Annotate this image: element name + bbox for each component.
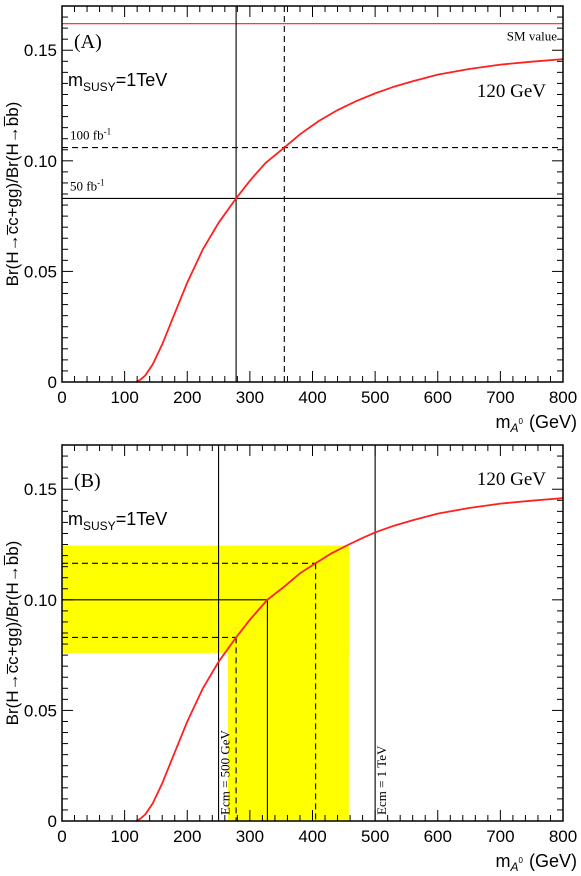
lumi-50-label: 50 fb-1 <box>70 177 105 193</box>
x-tick-label: 100 <box>110 827 138 846</box>
y-tick-label: 0.05 <box>24 262 57 281</box>
x-tick-label: 400 <box>298 827 326 846</box>
ecm-500-label: Ecm = 500 GeV <box>218 729 233 815</box>
x-tick-label: 0 <box>57 388 66 407</box>
x-tick-label: 800 <box>549 388 577 407</box>
y-tick-label: 0 <box>48 812 57 831</box>
x-axis-label-main: m <box>496 412 511 432</box>
lumi-50-sup: -1 <box>97 177 105 187</box>
msusy-label: mSUSY=1TeV <box>68 70 167 94</box>
chart-panel-b: 0 100 200 300 400 500 600 700 800 0 0.05 0.10 0.15 (… <box>3 444 577 874</box>
msusy-value: =1TeV <box>116 509 168 529</box>
msusy-sub: SUSY <box>83 519 116 533</box>
lumi-100-sup: -1 <box>104 127 112 137</box>
x-tick-label: 400 <box>298 388 326 407</box>
curve-label: 120 GeV <box>477 469 546 490</box>
msusy-label: mSUSY=1TeV <box>68 509 167 533</box>
y-tick-label: 0.15 <box>24 41 57 60</box>
x-tick-label: 300 <box>236 827 264 846</box>
msusy-value: =1TeV <box>116 70 168 90</box>
msusy-main: m <box>68 509 83 529</box>
y-tick-label: 0.10 <box>24 152 57 171</box>
sm-value-label: SM value <box>507 29 557 44</box>
x-tick-label: 500 <box>361 388 389 407</box>
lumi-50-text: 50 fb <box>70 178 97 193</box>
x-axis-label-sub: A <box>510 421 519 435</box>
curve-label: 120 GeV <box>477 81 546 102</box>
y-axis-label: Br(H→c̅c+gg)/Br(H→b̅b) <box>3 102 22 287</box>
x-tick-label: 200 <box>173 827 201 846</box>
series-curve-0 <box>135 58 564 383</box>
msusy-main: m <box>68 70 83 90</box>
x-axis-label-unit: (GeV) <box>529 851 577 871</box>
msusy-sub: SUSY <box>83 80 116 94</box>
x-axis-label-sub: A <box>510 860 519 874</box>
y-tick-label: 0.05 <box>24 701 57 720</box>
y-tick-label: 0.10 <box>24 591 57 610</box>
ecm-1tev-label: Ecm = 1 TeV <box>374 745 389 815</box>
panel-label: (A) <box>74 31 102 53</box>
x-axis-label-sup: 0 <box>519 417 524 426</box>
x-axis-label-main: m <box>496 851 511 871</box>
lumi-100-text: 100 fb <box>70 128 104 143</box>
chart-panel-a: 0 100 200 300 400 500 600 700 800 0 0.05 0.10 0.15 (… <box>3 5 577 435</box>
x-tick-label: 600 <box>424 827 452 846</box>
series-curve-0 <box>135 497 564 822</box>
x-tick-label: 200 <box>173 388 201 407</box>
x-tick-label: 0 <box>57 827 66 846</box>
x-tick-label: 100 <box>110 388 138 407</box>
x-tick-label: 800 <box>549 827 577 846</box>
x-tick-label: 500 <box>361 827 389 846</box>
uncertainty-band-vertical <box>227 545 349 821</box>
x-axis-label-sup: 0 <box>519 856 524 865</box>
y-axis-label: Br(H→c̅c+gg)/Br(H→b̅b) <box>3 541 22 726</box>
x-tick-label: 600 <box>424 388 452 407</box>
x-tick-label: 700 <box>486 827 514 846</box>
x-axis-label: mA0 (GeV) <box>496 851 577 874</box>
x-axis-label: mA0 (GeV) <box>496 412 577 435</box>
lumi-100-label: 100 fb-1 <box>70 127 111 143</box>
panel-label: (B) <box>74 470 101 492</box>
y-tick-label: 0.15 <box>24 480 57 499</box>
y-tick-label: 0 <box>48 373 57 392</box>
x-tick-label: 700 <box>486 388 514 407</box>
x-tick-label: 300 <box>236 388 264 407</box>
x-axis-label-unit: (GeV) <box>529 412 577 432</box>
